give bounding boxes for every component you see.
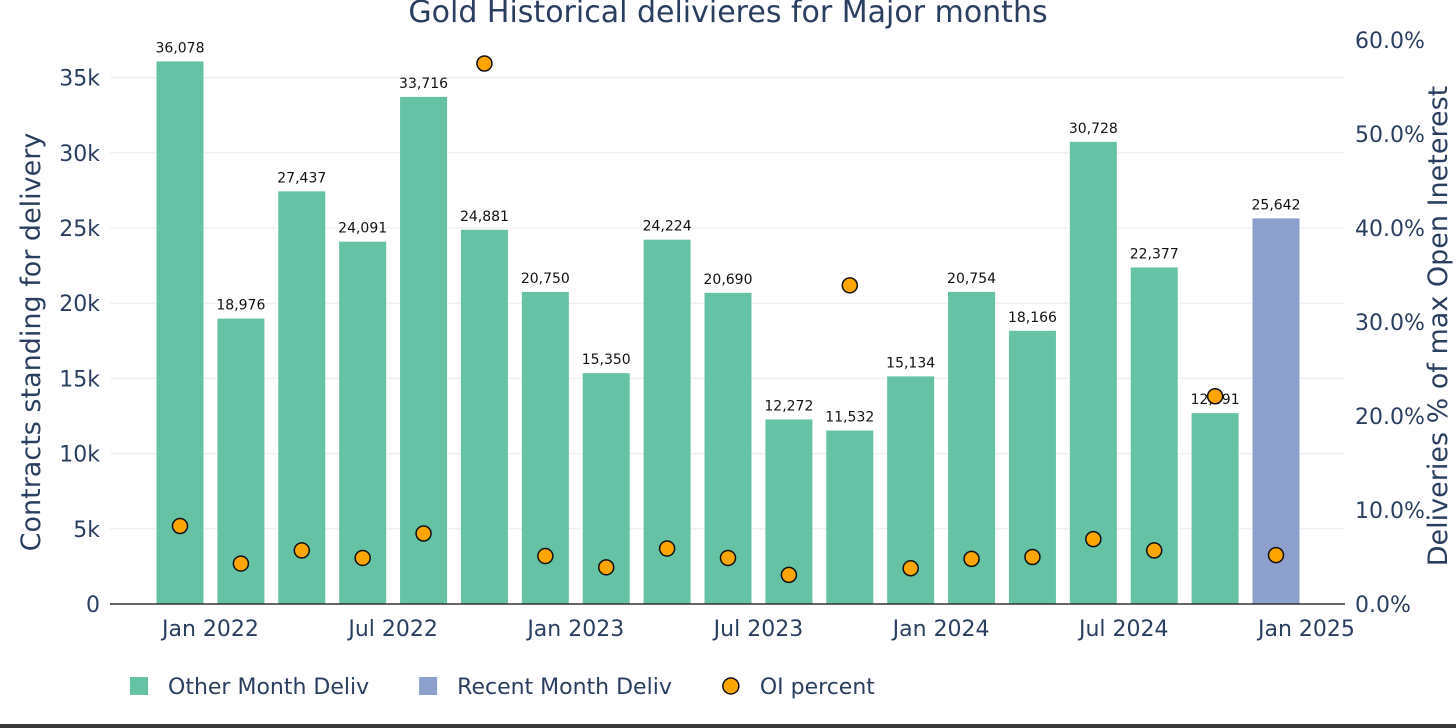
y2-axis-ticks: 0.0% 10.0% 20.0% 30.0% 40.0% 50.0% 60.0%: [1355, 29, 1425, 618]
oi-percent-point[interactable]: [780, 566, 798, 584]
bar-value-label: 20,754: [947, 271, 996, 287]
y-tick-label: 0: [86, 593, 100, 618]
oi-percent-point[interactable]: [476, 55, 493, 72]
x-tick-label: Jan 2024: [891, 617, 990, 642]
y2-tick-label: 30.0%: [1355, 311, 1425, 336]
bar-value-label: 18,166: [1008, 310, 1057, 326]
bar-other-month[interactable]: [1069, 141, 1117, 604]
oi-percent-point[interactable]: [293, 542, 311, 559]
oi-percent-point[interactable]: [719, 549, 737, 567]
oi-percent-point[interactable]: [1206, 388, 1224, 405]
y-axis-title: Contracts standing for delivery: [16, 133, 47, 552]
bar-other-month[interactable]: [460, 229, 508, 604]
oi-percent-point[interactable]: [171, 517, 189, 535]
y-tick-label: 20k: [59, 292, 100, 317]
bar-recent-month[interactable]: [1252, 218, 1300, 605]
oi-percent-point[interactable]: [963, 550, 980, 568]
bottom-divider: [0, 724, 1456, 728]
oi-percent-point[interactable]: [1145, 542, 1163, 559]
bar-series: [156, 61, 1300, 605]
y2-axis-title: Deliveries % of max Open Ineterest: [1423, 86, 1454, 566]
bar-other-month[interactable]: [156, 61, 204, 604]
y2-tick-label: 50.0%: [1355, 123, 1425, 148]
x-tick-label: Jul 2023: [712, 617, 804, 642]
bar-value-label: 15,350: [582, 352, 631, 368]
y-tick-label: 35k: [59, 67, 100, 92]
bar-value-label: 33,716: [399, 76, 448, 92]
y2-tick-label: 40.0%: [1355, 217, 1425, 242]
bar-value-label: 18,976: [216, 298, 265, 314]
x-tick-label: Jan 2023: [525, 617, 624, 642]
oi-percent-point[interactable]: [902, 560, 919, 577]
bar-value-label: 15,134: [886, 355, 935, 371]
oi-percent-point[interactable]: [658, 540, 676, 557]
bar-value-label: 24,224: [643, 219, 692, 235]
legend-swatch: [130, 677, 148, 695]
y2-tick-label: 0.0%: [1355, 593, 1411, 618]
bar-value-label: 24,091: [338, 221, 387, 237]
x-tick-label: Jul 2024: [1077, 617, 1169, 642]
bar-value-label: 25,642: [1252, 197, 1301, 213]
bar-value-label: 11,532: [825, 410, 874, 426]
y-axis-ticks: 0 5k 10k 15k 20k 25k 30k 35k: [59, 67, 100, 618]
x-tick-label: Jul 2022: [346, 617, 438, 642]
x-tick-label: Jan 2025: [1256, 617, 1355, 642]
bar-other-month[interactable]: [339, 241, 387, 604]
oi-percent-series: [171, 55, 1285, 584]
y2-tick-label: 10.0%: [1355, 499, 1425, 524]
legend[interactable]: Other Month Deliv Recent Month Deliv OI pe…: [130, 675, 875, 700]
bar-value-label: 20,750: [521, 271, 570, 287]
y-tick-label: 30k: [59, 142, 100, 167]
oi-percent-point[interactable]: [354, 549, 371, 567]
legend-swatch: [419, 677, 438, 695]
oi-percent-point[interactable]: [1024, 548, 1041, 566]
bar-value-label: 27,437: [277, 170, 326, 186]
oi-percent-point[interactable]: [232, 555, 250, 572]
y2-tick-label: 20.0%: [1355, 405, 1425, 430]
bar-other-month[interactable]: [1191, 413, 1239, 604]
y-tick-label: 5k: [73, 518, 100, 543]
bar-value-label: 20,690: [704, 272, 753, 288]
legend-item-recent-month-deliv[interactable]: Recent Month Deliv: [419, 675, 672, 700]
legend-item-other-month-deliv[interactable]: Other Month Deliv: [130, 675, 369, 700]
x-tick-label: Jan 2022: [160, 617, 259, 642]
y-tick-label: 10k: [59, 443, 100, 468]
y-tick-label: 15k: [59, 367, 100, 392]
bar-value-label: 24,881: [460, 209, 509, 225]
oi-percent-point[interactable]: [1267, 546, 1285, 564]
bar-value-label: 36,078: [156, 40, 205, 56]
oi-percent-point[interactable]: [1085, 530, 1102, 548]
y2-tick-label: 60.0%: [1355, 29, 1425, 54]
legend-label: Recent Month Deliv: [457, 675, 672, 700]
legend-label: OI percent: [760, 675, 875, 700]
legend-swatch: [722, 677, 740, 695]
bar-other-month[interactable]: [826, 430, 874, 604]
legend-item-oi-percent[interactable]: OI percent: [722, 675, 875, 700]
bar-value-label: 30,728: [1069, 121, 1118, 137]
bar-value-label: 12,272: [764, 398, 813, 414]
y-tick-label: 25k: [59, 217, 100, 242]
oi-percent-point[interactable]: [415, 525, 432, 542]
legend-label: Other Month Deliv: [168, 675, 369, 700]
x-axis-ticks: Jan 2022 Jul 2022 Jan 2023 Jul 2023 Jan 2024…: [160, 617, 1355, 642]
bar-other-month[interactable]: [278, 191, 326, 604]
oi-percent-point[interactable]: [537, 547, 554, 565]
bar-other-month[interactable]: [400, 96, 448, 604]
oi-percent-point[interactable]: [841, 277, 859, 294]
bar-value-label: 22,377: [1130, 246, 1179, 262]
chart-title: Gold Historical delivieres for Major mon…: [408, 0, 1047, 30]
oi-percent-point[interactable]: [597, 559, 615, 576]
